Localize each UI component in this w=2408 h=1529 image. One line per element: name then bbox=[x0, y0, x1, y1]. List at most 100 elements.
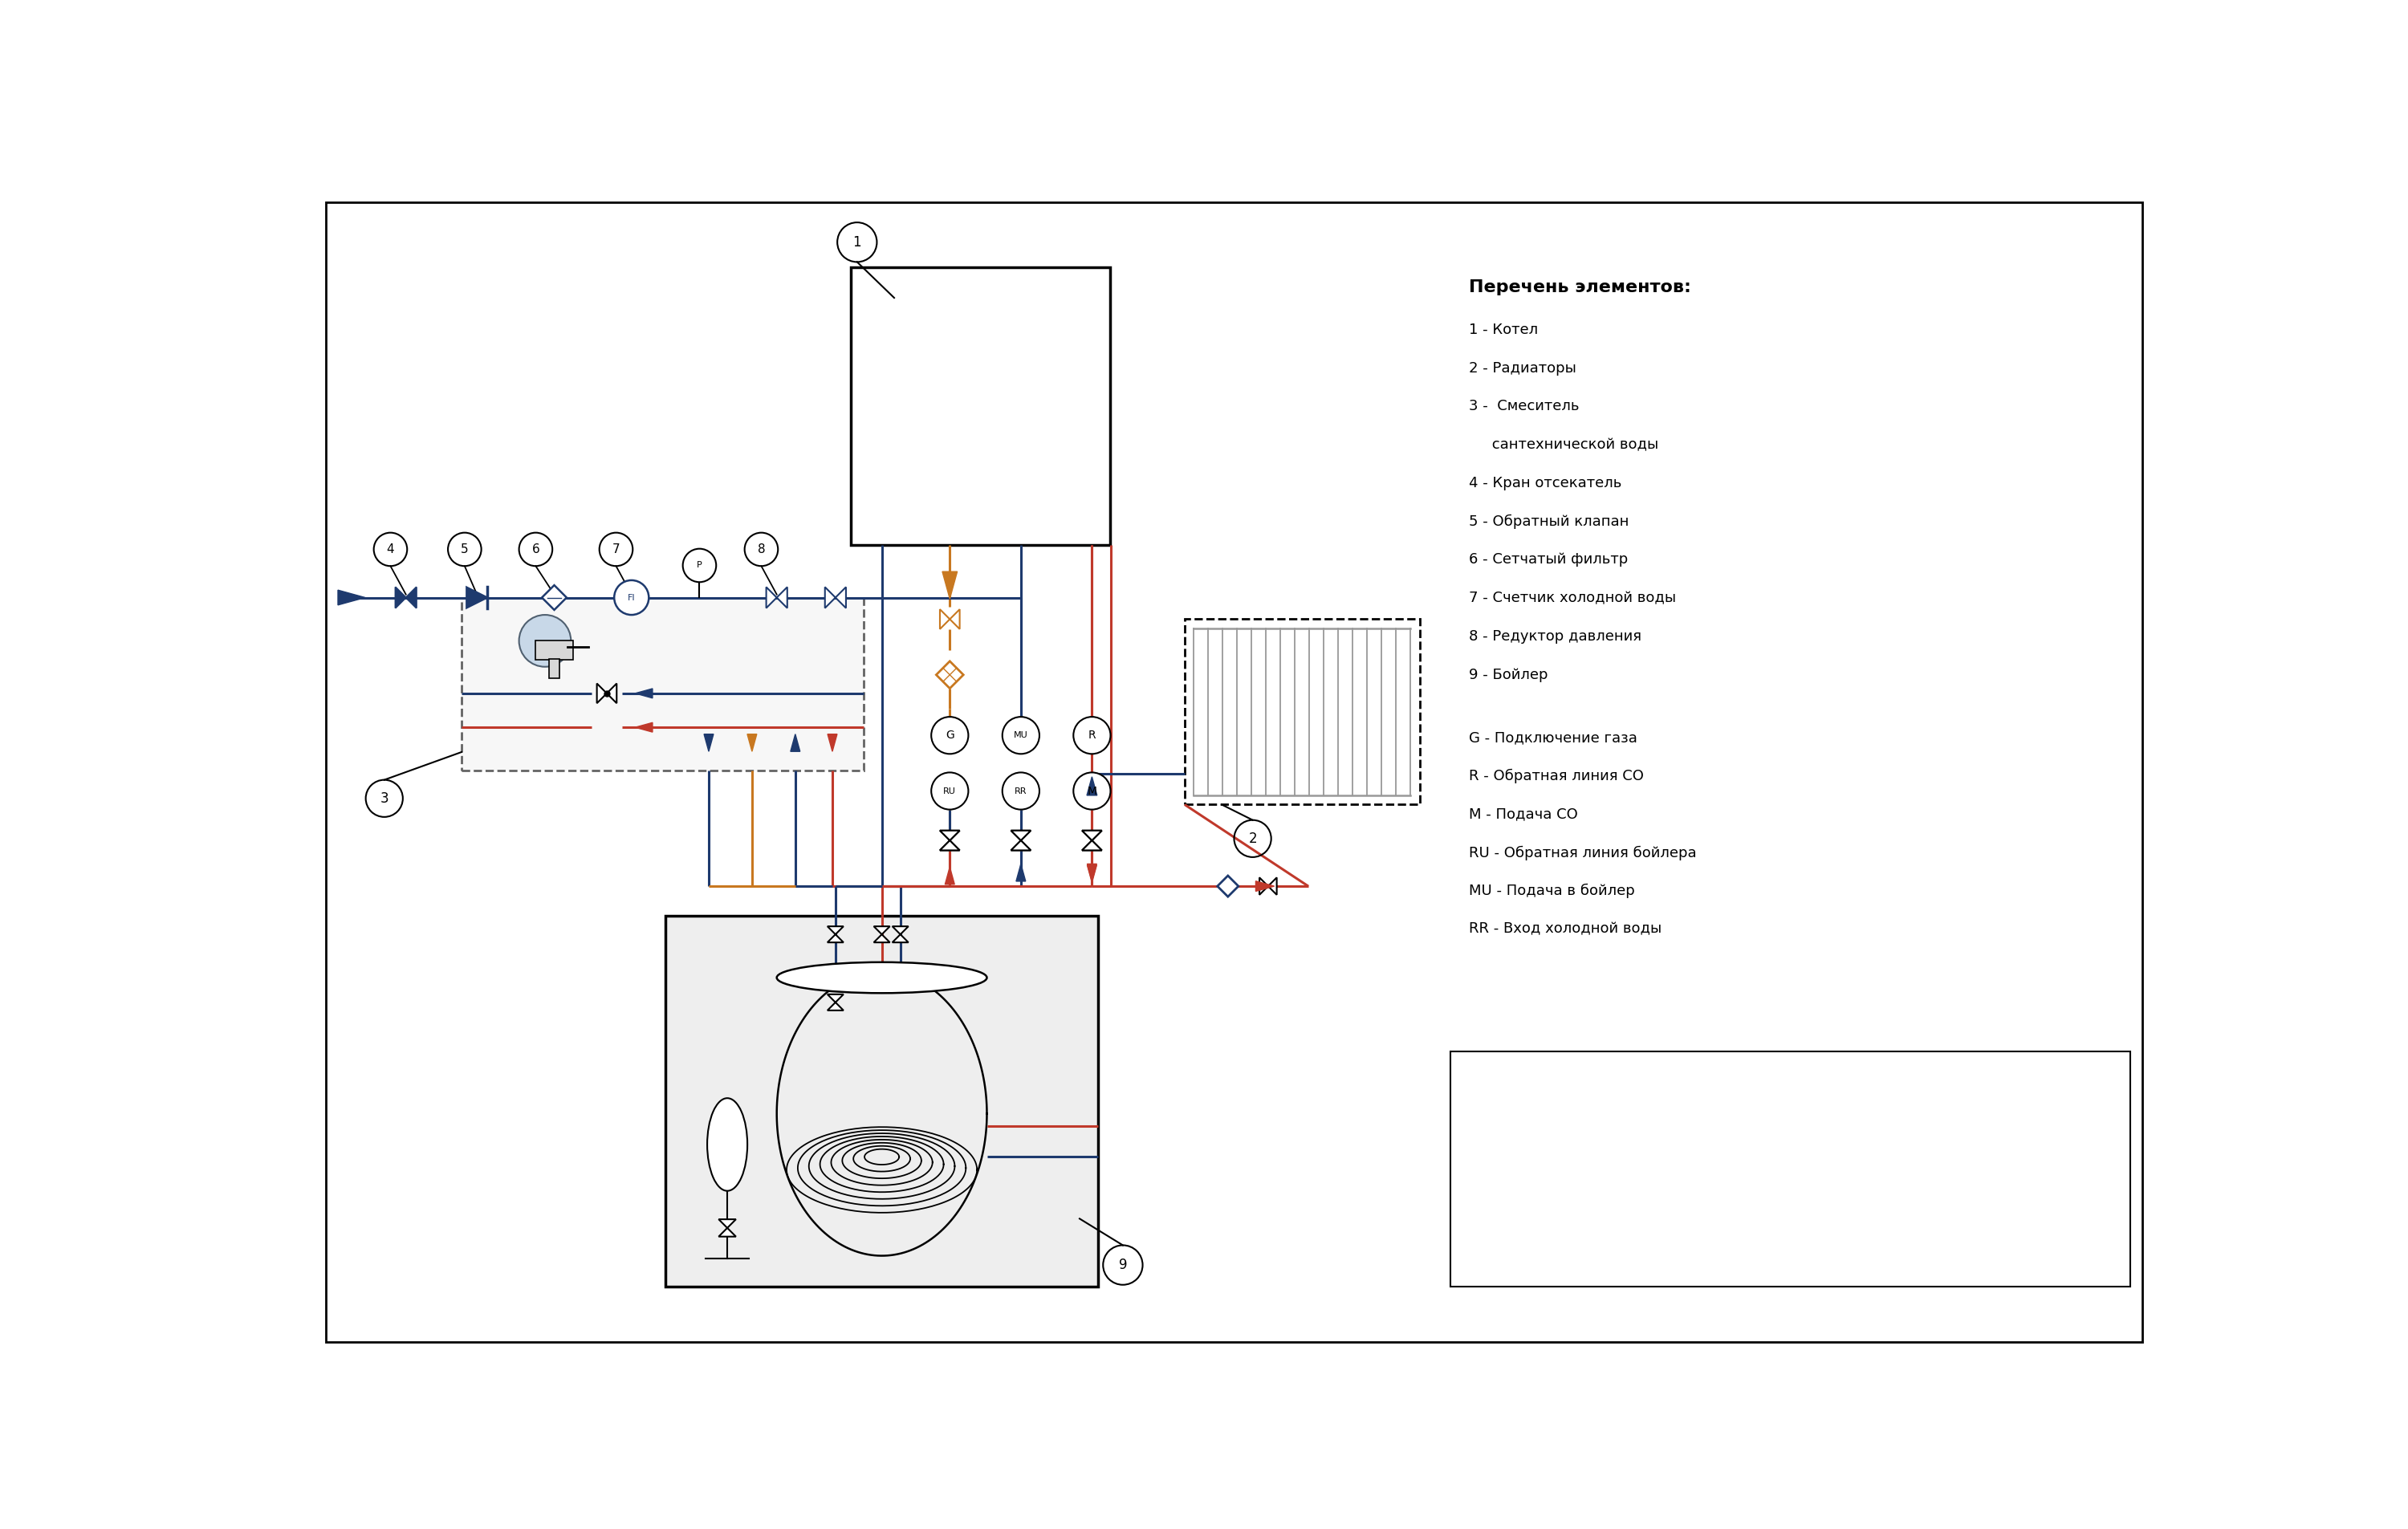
Text: RU: RU bbox=[944, 787, 956, 795]
Text: RR: RR bbox=[1014, 787, 1028, 795]
Polygon shape bbox=[836, 587, 845, 609]
Circle shape bbox=[1074, 772, 1110, 809]
Text: RU - Обратная линия бойлера: RU - Обратная линия бойлера bbox=[1469, 846, 1698, 859]
Polygon shape bbox=[893, 927, 908, 934]
Polygon shape bbox=[949, 609, 961, 628]
Polygon shape bbox=[718, 1219, 737, 1228]
Polygon shape bbox=[395, 587, 407, 609]
Polygon shape bbox=[703, 734, 713, 751]
Text: 3: 3 bbox=[380, 790, 388, 806]
Text: M: M bbox=[1086, 786, 1096, 797]
Text: M - Подача СО: M - Подача СО bbox=[1469, 807, 1577, 821]
Text: R - Обратная линия СО: R - Обратная линия СО bbox=[1469, 769, 1645, 783]
Circle shape bbox=[932, 717, 968, 754]
Text: 8 - Редуктор давления: 8 - Редуктор давления bbox=[1469, 628, 1642, 644]
Text: MU - Подача в бойлер: MU - Подача в бойлер bbox=[1469, 884, 1635, 899]
Polygon shape bbox=[1011, 830, 1031, 841]
Text: 8: 8 bbox=[759, 543, 766, 555]
Circle shape bbox=[932, 772, 968, 809]
Text: 5 - Обратный клапан: 5 - Обратный клапан bbox=[1469, 514, 1628, 529]
Text: R: R bbox=[1088, 729, 1096, 742]
Text: 2 - Радиаторы: 2 - Радиаторы bbox=[1469, 361, 1577, 375]
Text: 2: 2 bbox=[1247, 832, 1257, 846]
Polygon shape bbox=[944, 867, 954, 884]
Text: 3 -  Смеситель: 3 - Смеситель bbox=[1469, 399, 1580, 414]
Polygon shape bbox=[828, 734, 838, 751]
Text: 7: 7 bbox=[612, 543, 619, 555]
Ellipse shape bbox=[708, 1098, 746, 1191]
Polygon shape bbox=[1081, 830, 1103, 841]
Bar bbox=[1450, 1052, 2131, 1286]
Bar bbox=[549, 659, 559, 677]
Text: P: P bbox=[696, 561, 703, 569]
Polygon shape bbox=[1269, 878, 1276, 894]
Polygon shape bbox=[407, 587, 417, 609]
Polygon shape bbox=[1011, 830, 1031, 841]
Polygon shape bbox=[942, 572, 958, 599]
Polygon shape bbox=[597, 683, 607, 703]
Text: G: G bbox=[946, 729, 954, 742]
Circle shape bbox=[1002, 717, 1040, 754]
Polygon shape bbox=[1086, 777, 1098, 795]
Text: 7 - Счетчик холодной воды: 7 - Счетчик холодной воды bbox=[1469, 590, 1676, 605]
Text: RR - Вход холодной воды: RR - Вход холодной воды bbox=[1469, 922, 1662, 936]
Polygon shape bbox=[893, 934, 908, 942]
Polygon shape bbox=[1081, 841, 1103, 850]
Polygon shape bbox=[939, 830, 961, 841]
Text: G - Подключение газа: G - Подключение газа bbox=[1469, 731, 1637, 745]
Text: 4 - Кран отсекатель: 4 - Кран отсекатель bbox=[1469, 476, 1621, 491]
Polygon shape bbox=[636, 688, 653, 699]
Text: 6: 6 bbox=[532, 543, 539, 555]
Text: 6 - Сетчатый фильтр: 6 - Сетчатый фильтр bbox=[1469, 552, 1628, 567]
Text: MU: MU bbox=[1014, 731, 1028, 740]
Polygon shape bbox=[1081, 830, 1103, 841]
Text: FI: FI bbox=[628, 593, 636, 601]
Polygon shape bbox=[467, 587, 486, 609]
Polygon shape bbox=[939, 609, 949, 628]
Polygon shape bbox=[1011, 841, 1031, 850]
Polygon shape bbox=[1016, 864, 1026, 881]
Polygon shape bbox=[1086, 864, 1096, 881]
Polygon shape bbox=[874, 927, 891, 934]
Polygon shape bbox=[1081, 841, 1103, 850]
Polygon shape bbox=[826, 587, 836, 609]
Text: 9: 9 bbox=[1120, 1258, 1127, 1272]
Polygon shape bbox=[607, 683, 616, 703]
Polygon shape bbox=[790, 734, 799, 751]
Bar bbox=[535, 641, 573, 659]
Polygon shape bbox=[1086, 865, 1096, 882]
Text: 5: 5 bbox=[460, 543, 470, 555]
Polygon shape bbox=[766, 587, 778, 609]
Text: 1: 1 bbox=[852, 235, 862, 249]
Polygon shape bbox=[636, 723, 653, 732]
Circle shape bbox=[1002, 772, 1040, 809]
Ellipse shape bbox=[778, 962, 987, 994]
Polygon shape bbox=[1011, 841, 1031, 850]
Circle shape bbox=[614, 579, 648, 615]
Polygon shape bbox=[828, 1003, 843, 1011]
Polygon shape bbox=[1255, 881, 1274, 891]
Bar bbox=[850, 268, 1110, 544]
Circle shape bbox=[684, 549, 715, 583]
Circle shape bbox=[1074, 717, 1110, 754]
Polygon shape bbox=[939, 841, 961, 850]
Bar bbox=[1185, 619, 1421, 804]
Circle shape bbox=[520, 615, 571, 667]
Text: 9 - Бойлер: 9 - Бойлер bbox=[1469, 667, 1548, 682]
Text: сантехнической воды: сантехнической воды bbox=[1469, 437, 1659, 453]
Polygon shape bbox=[1218, 876, 1238, 896]
Polygon shape bbox=[828, 934, 843, 942]
Bar bbox=[665, 916, 1098, 1286]
Polygon shape bbox=[1259, 878, 1269, 894]
Bar bbox=[462, 598, 862, 771]
Polygon shape bbox=[874, 934, 891, 942]
Text: 1 - Котел: 1 - Котел bbox=[1469, 323, 1539, 336]
Polygon shape bbox=[746, 734, 756, 751]
Text: Перечень элементов:: Перечень элементов: bbox=[1469, 280, 1690, 295]
Polygon shape bbox=[718, 1228, 737, 1237]
Polygon shape bbox=[337, 590, 366, 605]
Text: 4: 4 bbox=[388, 543, 395, 555]
Polygon shape bbox=[939, 841, 961, 850]
Polygon shape bbox=[542, 586, 566, 610]
Polygon shape bbox=[828, 994, 843, 1003]
